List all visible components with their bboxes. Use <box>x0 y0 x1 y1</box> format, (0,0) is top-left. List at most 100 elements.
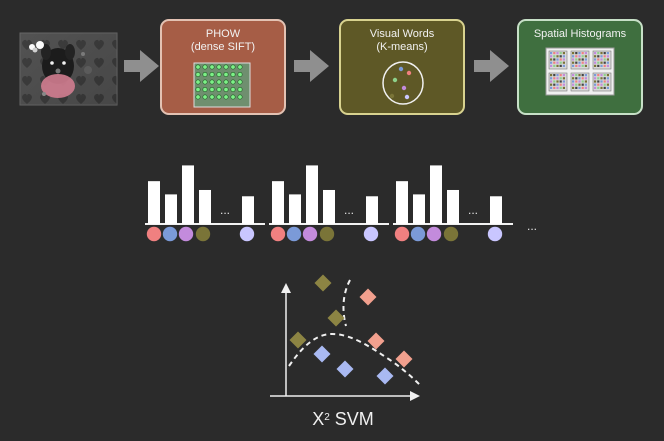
spatial-cell-pixel <box>584 74 587 77</box>
spatial-cell-pixel <box>600 83 603 86</box>
visual-word-dot <box>410 226 426 242</box>
spatial-cell-pixel <box>584 58 587 61</box>
spatial-cell-pixel <box>600 86 603 89</box>
histograms-area: ............ <box>145 165 537 242</box>
histogram-ellipsis: ... <box>220 203 230 217</box>
spatial-cell-pixel <box>578 55 581 58</box>
spatial-cell-pixel <box>603 58 606 61</box>
spatial-cell-pixel <box>594 55 597 58</box>
sift-keypoint <box>223 64 229 70</box>
salmon-diamond <box>367 332 385 350</box>
spatial-cell-pixel <box>597 58 600 61</box>
spatial-cell-pixel <box>584 61 587 64</box>
spatial-cell-pixel <box>600 74 603 77</box>
spatial-cell-pixel <box>600 80 603 83</box>
spatial-cell-pixel <box>562 55 565 58</box>
spatial-cell-pixel <box>572 58 575 61</box>
spatial-cell-pixel <box>600 61 603 64</box>
spatial-cell-pixel <box>550 77 553 80</box>
cluster-ellipse <box>382 61 424 105</box>
sift-keypoint <box>223 87 229 93</box>
spatial-cell-pixel <box>594 77 597 80</box>
spatial-cell-pixel <box>572 61 575 64</box>
spatial-cell-pixel <box>603 80 606 83</box>
spatial-cell-pixel <box>603 61 606 64</box>
spatial-cell-pixel <box>575 77 578 80</box>
sift-keypoint <box>223 72 229 78</box>
histogram-bar <box>396 181 408 224</box>
histogram-bar <box>323 189 335 224</box>
spatial-cell-pixel <box>603 86 606 89</box>
spatial-cell-pixel <box>597 61 600 64</box>
spatial-cell-pixel <box>562 83 565 86</box>
spatial-cell-pixel <box>550 52 553 55</box>
blue-diamond <box>313 345 331 363</box>
spatial-cell-pixel <box>562 80 565 83</box>
spatial-cell-pixel <box>575 64 578 67</box>
spatial-cell-pixel <box>572 77 575 80</box>
spatial-cell-pixel <box>578 74 581 77</box>
sift-keypoint <box>216 79 222 85</box>
sift-keypoint <box>230 72 236 78</box>
spatial-cell-pixel <box>594 86 597 89</box>
sift-keypoint <box>202 94 208 100</box>
spatial-cell-pixel <box>597 77 600 80</box>
visual-word-dot <box>394 226 410 242</box>
spatial-cell-pixel <box>550 86 553 89</box>
spatial-cell-pixel <box>581 64 584 67</box>
spatial-cell-pixel <box>550 64 553 67</box>
spatial-cell-pixel <box>559 58 562 61</box>
histogram-bar <box>199 189 211 224</box>
spatial-cell-pixel <box>562 86 565 89</box>
spatial-cell-pixel <box>575 61 578 64</box>
sift-keypoint <box>237 64 243 70</box>
spatial-cell-pixel <box>556 74 559 77</box>
spatial-cell-pixel <box>594 83 597 86</box>
spatial-cell-pixel <box>597 55 600 58</box>
spatial-cell-pixel <box>600 52 603 55</box>
sift-keypoint <box>230 79 236 85</box>
visual-word-dot <box>146 226 162 242</box>
spatial-histograms-thumbnail <box>545 47 615 96</box>
visual-word-dot <box>162 226 178 242</box>
spatial-cell-pixel <box>575 80 578 83</box>
spatial-cell-pixel <box>553 52 556 55</box>
spatial-cell-pixel <box>584 55 587 58</box>
spatial-cell-pixel <box>559 55 562 58</box>
sift-keypoint <box>237 87 243 93</box>
spatial-cell-pixel <box>603 52 606 55</box>
spatial-cell-pixel <box>562 52 565 55</box>
spatial-cell-pixel <box>575 52 578 55</box>
svm-x-axis-arrowhead <box>410 391 420 401</box>
visual-word-dot <box>319 226 335 242</box>
spatial-cell-pixel <box>559 74 562 77</box>
spatial-cell-pixel <box>562 64 565 67</box>
spatial-cell-pixel <box>572 74 575 77</box>
sift-keypoint <box>237 94 243 100</box>
spatial-cell-pixel <box>581 86 584 89</box>
histogram-ellipsis: ... <box>468 203 478 217</box>
visual-word-dot <box>363 226 379 242</box>
spatial-cell-pixel <box>594 58 597 61</box>
olive-diamond <box>289 331 307 349</box>
spatial-cell-pixel <box>606 61 609 64</box>
svm-label: X2 SVM <box>312 409 374 429</box>
spatial-cell-pixel <box>550 74 553 77</box>
spatial-cell-pixel <box>559 77 562 80</box>
histogram-bar <box>289 194 301 224</box>
spatial-cell-pixel <box>594 74 597 77</box>
spatial-cell-pixel <box>581 52 584 55</box>
spatial-cell-pixel <box>553 58 556 61</box>
spatial-cell-pixel <box>584 83 587 86</box>
sift-keypoint <box>216 64 222 70</box>
histogram-bar <box>165 194 177 224</box>
spatial-cell-pixel <box>572 52 575 55</box>
spatial-cell-pixel <box>606 80 609 83</box>
spatial-cell-pixel <box>553 77 556 80</box>
histogram-bar <box>430 165 442 224</box>
spatial-cell-pixel <box>581 77 584 80</box>
histogram-bar <box>182 165 194 224</box>
arrow-2 <box>294 50 329 82</box>
spatial-cell-pixel <box>603 77 606 80</box>
